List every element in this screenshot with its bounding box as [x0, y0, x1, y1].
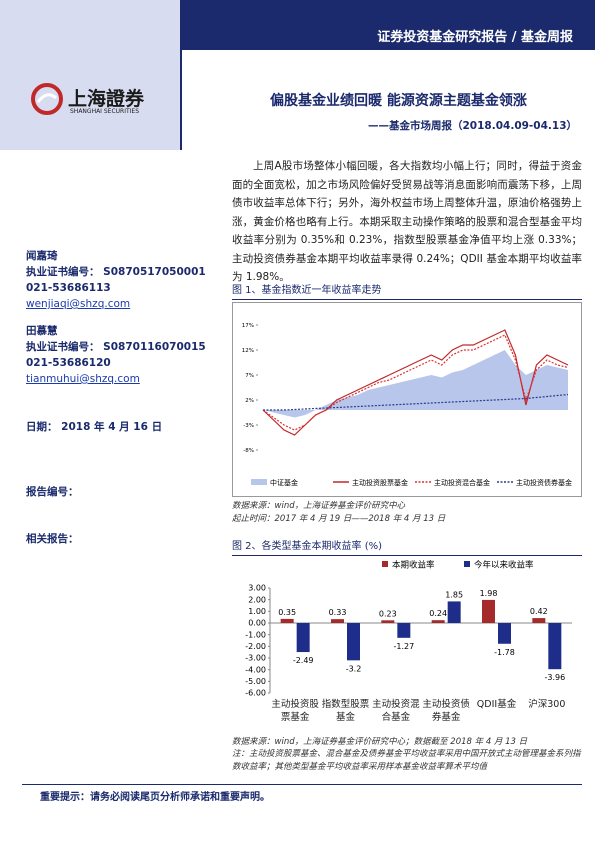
phone: 021-53686113 — [26, 282, 111, 294]
email[interactable]: tianmuhui@shzq.com — [26, 373, 140, 385]
bar — [347, 623, 360, 661]
legend-label: 主动投资混合基金 — [434, 478, 490, 487]
banner — [180, 0, 595, 50]
value-label: -3.96 — [544, 673, 565, 682]
line — [262, 334, 569, 431]
x-tick-label: 沪深300 — [528, 699, 566, 710]
y-tick-label: -3% — [243, 423, 254, 429]
source: 数据来源：wind，上海证券基金评价研究中心 — [232, 501, 406, 511]
title: 偏股基金业绩回暖 能源资源主题基金领涨 — [270, 93, 527, 109]
bar — [532, 618, 546, 623]
value-label: -1.27 — [393, 642, 414, 651]
name: 田慕慧 — [26, 325, 58, 337]
logo-en: SHANGHAI SECURITIES — [70, 108, 140, 115]
value-label: -3.2 — [346, 664, 362, 673]
chart: 3.00 2.00 1.00 0.00 -1.00 -2.00 -3.00 -4.00 -5.0… — [245, 560, 572, 698]
legend-label: 主动投资股票基金 — [352, 478, 408, 487]
legend-swatch — [464, 561, 470, 567]
y-tick-label: -8% — [243, 448, 254, 454]
value-label: 0.35 — [278, 608, 296, 617]
bar — [482, 599, 495, 623]
bar — [381, 620, 395, 623]
bar — [331, 619, 344, 623]
y-tick-label: -4.00 — [245, 665, 266, 674]
y-tick-label: 1.00 — [248, 607, 266, 616]
x-tick-label: 主动投资股票基金 — [271, 699, 319, 723]
chart: 17% 12% 7% 2% -3% -8% 中证基金 主动投资股票基金 主动投资混合基金 主动投资… — [242, 323, 572, 487]
y-tick-label: -2.00 — [245, 642, 266, 651]
value-label: 1.98 — [480, 589, 498, 598]
related: 相关报告： — [26, 533, 79, 545]
divider — [180, 0, 182, 150]
value-label: 0.23 — [379, 609, 397, 618]
figure: 17% 12% 7% 2% -3% -8% 中证基金 主动投资股票基金 主动投资混合基金 主动投资… — [232, 302, 582, 497]
y-tick-label: 12% — [242, 348, 254, 354]
legend-label: 主动投资债券基金 — [516, 478, 572, 487]
date: 日期： 2018 年 4 月 16 日 — [26, 421, 163, 433]
author-1: 闻嘉琦执业证书编号： S0870517050001 021-53686113 wen… — [26, 248, 206, 312]
license: 执业证书编号： S0870116070015 — [26, 341, 206, 353]
y-tick-label: -3.00 — [245, 654, 266, 663]
legend-swatch — [251, 479, 267, 485]
logo-icon — [31, 83, 63, 115]
y-tick-label: -1.00 — [245, 630, 266, 639]
y-tick-label: 2.00 — [248, 595, 266, 604]
report-no: 报告编号： — [26, 486, 79, 498]
note: 注：主动投资股票基金、混合基金及债券基金平均收益率采用中国开放式主动管理基金系列… — [232, 749, 581, 772]
subtitle: ——基金市场周报（2018.04.09-04.13） — [368, 120, 577, 132]
period: 起止时间：2017 年 4 月 19 日——2018 年 4 月 13 日 — [232, 514, 446, 524]
legend-swatch — [382, 561, 388, 567]
x-tick-label: 主动投资债券基金 — [422, 699, 470, 723]
legend-label: 今年以来收益率 — [474, 560, 534, 571]
logo-cn: 上海證券 — [68, 88, 145, 110]
license: 执业证书编号： S0870517050001 — [26, 266, 206, 278]
legend-label: 中证基金 — [270, 478, 298, 487]
legend-label: 本期收益率 — [392, 560, 435, 571]
bar — [397, 623, 411, 638]
figure-caption: 图 1、基金指数近一年收益率走势 — [232, 281, 582, 300]
email[interactable]: wenjiaqi@shzq.com — [26, 298, 131, 310]
value-label: 0.24 — [429, 609, 447, 618]
source: 数据来源：wind，上海证券基金评价研究中心；数据截至 2018 年 4 月 1… — [232, 737, 528, 747]
value-label: -2.49 — [293, 656, 314, 665]
y-tick-label: -5.00 — [245, 677, 266, 686]
name: 闻嘉琦 — [26, 250, 58, 262]
y-tick-label: 7% — [245, 373, 254, 379]
figure-caption: 图 2、各类型基金本期收益率 (%) — [232, 537, 582, 556]
figure: 3.00 2.00 1.00 0.00 -1.00 -2.00 -3.00 -4.00 -5.0… — [232, 555, 580, 730]
value-label: 0.33 — [329, 608, 347, 617]
x-tick-label: 指数型股票基金 — [321, 699, 370, 723]
logo-panel — [0, 0, 180, 150]
banner-text: 证券投资基金研究报告 / 基金周报 — [377, 30, 573, 45]
phone: 021-53686120 — [26, 357, 111, 369]
footer: 重要提示：请务必阅读尾页分析师承诺和重要声明。 — [40, 792, 270, 803]
bar — [498, 623, 511, 644]
y-tick-label: 3.00 — [248, 584, 266, 593]
author-2: 田慕慧执业证书编号： S0870116070015 021-53686120 tia… — [26, 323, 206, 387]
x-tick-label: QDII基金 — [476, 699, 517, 710]
y-tick-label: -6.00 — [245, 689, 266, 698]
footer-rule — [22, 784, 582, 785]
x-tick-label: 主动投资混合基金 — [372, 699, 420, 723]
value-label: 1.85 — [445, 590, 463, 599]
line — [263, 393, 569, 411]
bar — [280, 618, 294, 623]
bar — [447, 601, 461, 623]
bar — [548, 623, 562, 670]
y-tick-label: 17% — [242, 323, 254, 329]
value-label: 0.42 — [530, 607, 548, 616]
value-label: -1.78 — [494, 648, 515, 657]
y-tick-label: 0.00 — [248, 619, 266, 628]
bar — [296, 623, 310, 653]
summary: 上周A股市场整体小幅回暖，各大指数均小幅上行；同时，得益于资金面的全面宽松，加之… — [232, 160, 582, 283]
bar — [431, 620, 445, 623]
y-tick-label: 2% — [245, 398, 254, 404]
